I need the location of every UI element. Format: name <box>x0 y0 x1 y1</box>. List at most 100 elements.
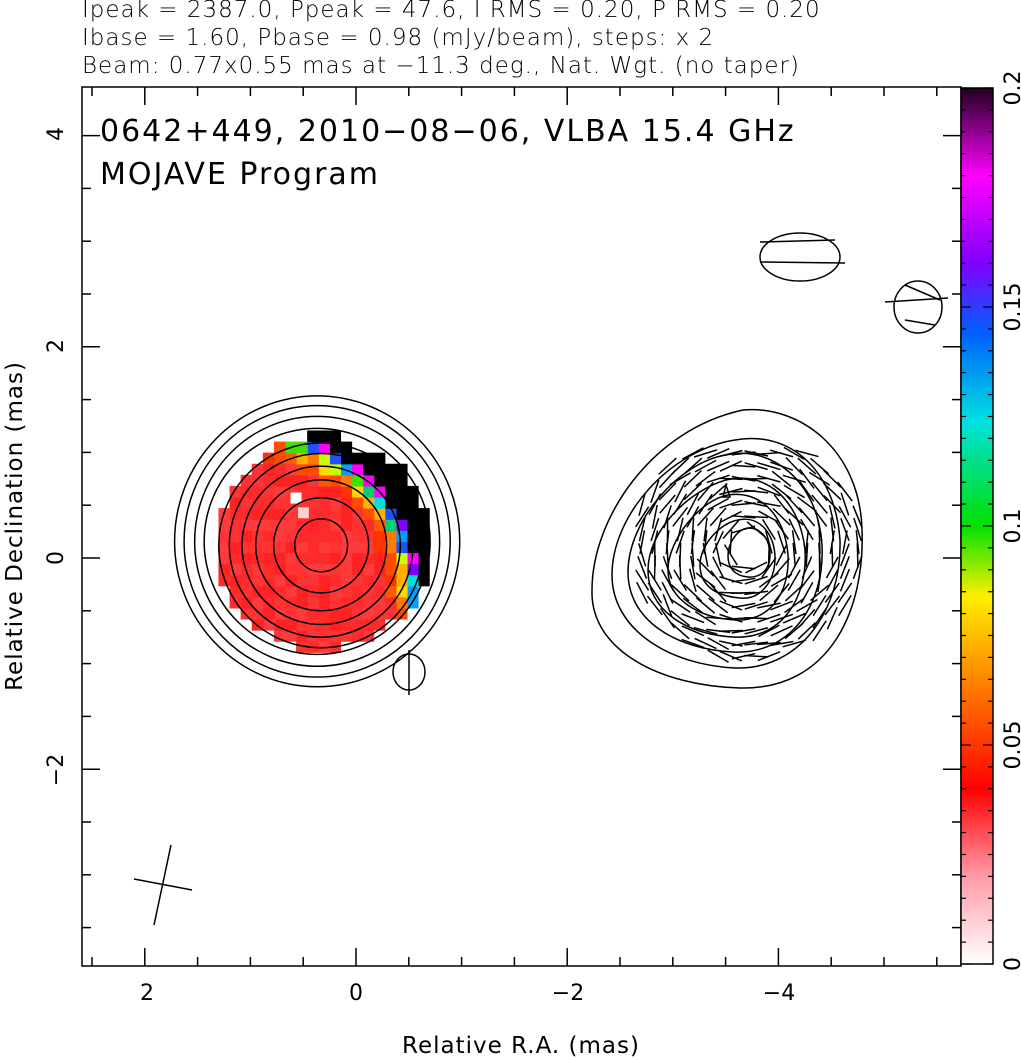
evpa-tick <box>783 484 805 499</box>
heatmap-pixel <box>273 508 286 520</box>
evpa-tick <box>744 500 769 508</box>
heatmap-pixel <box>318 585 330 598</box>
evpa-tick <box>658 482 677 501</box>
heatmap-pixel <box>273 630 286 642</box>
evpa-tick <box>812 620 827 642</box>
evpa-tick <box>769 640 794 647</box>
heatmap-pixel <box>318 452 330 465</box>
evpa-tick <box>829 530 835 555</box>
heatmap-pixel <box>290 492 302 504</box>
evpa-tick <box>826 606 838 630</box>
core-contour <box>193 415 441 668</box>
pol-contour <box>647 477 806 638</box>
heatmap-pixel <box>384 563 397 576</box>
heatmap-pixel <box>218 563 231 576</box>
heatmap-pixel <box>340 618 353 631</box>
heatmap-pixel <box>384 474 397 487</box>
heatmap-pixel <box>351 474 364 487</box>
evpa-tick <box>719 600 743 611</box>
evpa-tick <box>757 486 781 497</box>
heatmap-pixel <box>262 452 275 465</box>
heatmap-pixel <box>340 552 353 565</box>
intensity-contours <box>173 232 943 695</box>
heatmap-pixel <box>262 563 275 576</box>
heatmap-pixel <box>273 541 286 554</box>
heatmap-pixel <box>340 630 353 642</box>
heatmap-pixel <box>351 463 364 476</box>
evpa-tick <box>756 602 781 609</box>
evpa-tick <box>691 517 695 542</box>
evpa-tick <box>744 601 768 610</box>
heatmap-pixel <box>329 485 342 498</box>
evpa-tick <box>799 570 815 591</box>
evpa-tick <box>706 628 731 634</box>
isolated-contour <box>893 280 943 334</box>
heatmap-pixel <box>318 474 330 487</box>
evpa-tick <box>799 468 815 489</box>
evpa-tick <box>637 556 648 579</box>
core-contour <box>183 404 451 678</box>
heatmap-pixel <box>284 552 297 565</box>
heatmap-pixel <box>251 541 264 554</box>
evpa-tick <box>759 239 836 243</box>
heatmap-pixel <box>373 497 386 509</box>
evpa-tick <box>744 489 769 494</box>
evpa-tick <box>818 530 821 555</box>
evpa-tick <box>823 495 842 514</box>
evpa-tick <box>718 640 743 647</box>
evpa-tick <box>696 584 716 602</box>
evpa-tick <box>787 556 801 579</box>
evpa-tick <box>683 469 703 488</box>
heatmap-pixel <box>296 541 308 554</box>
heatmap-pixel <box>362 563 375 576</box>
heatmap-pixel <box>251 508 264 520</box>
evpa-tick <box>719 613 743 623</box>
evpa-tick <box>672 506 689 527</box>
heatmap-pixel <box>406 574 419 587</box>
evpa-tick <box>662 594 673 617</box>
evpa-tick <box>769 613 794 623</box>
evpa-tick <box>671 457 690 475</box>
heatmap-pixel <box>318 530 330 542</box>
heatmap-pixel <box>284 563 297 576</box>
heatmap-pixel <box>318 485 330 498</box>
heatmap-pixel <box>262 618 275 631</box>
evpa-tick <box>694 637 717 650</box>
evpa-tick <box>839 556 850 579</box>
heatmap-pixel <box>362 463 375 476</box>
evpa-tick <box>661 569 674 592</box>
heatmap-pixel <box>296 452 308 465</box>
heatmap-pixel <box>296 497 308 509</box>
evpa-tick <box>770 461 794 471</box>
evpa-tick <box>670 584 690 602</box>
evpa-tick <box>823 482 842 501</box>
evpa-tick <box>719 449 743 458</box>
heatmap-pixel <box>307 607 319 620</box>
evpa-tick <box>681 625 705 637</box>
evpa-tick <box>731 591 756 595</box>
heatmap-pixel <box>362 452 375 465</box>
heatmap-pixel <box>329 585 342 598</box>
evpa-tick <box>746 521 766 538</box>
evpa-tick <box>639 530 646 555</box>
evpa-tick <box>683 482 703 501</box>
heatmap-pixel <box>273 607 286 620</box>
evpa-tick <box>702 542 709 567</box>
evpa-tick <box>757 651 781 662</box>
heatmap-pixel <box>273 574 286 587</box>
heatmap-pixel <box>384 541 397 554</box>
heatmap-pixel <box>329 618 342 631</box>
evpa-tick <box>792 542 797 567</box>
core-contour <box>217 442 425 649</box>
heatmap-pixel <box>373 452 386 465</box>
heatmap-pixel <box>406 508 419 520</box>
evpa-tick <box>690 555 696 580</box>
heatmap-pixel <box>406 563 419 576</box>
colorbar-tick-label: 0.2 <box>1001 71 1021 106</box>
evpa-tick <box>636 581 649 604</box>
heatmap-pixel <box>351 519 364 531</box>
core-contour <box>241 465 402 626</box>
evpa-tick <box>770 625 793 637</box>
heatmap-pixel <box>262 497 275 509</box>
core-contour <box>294 518 349 573</box>
